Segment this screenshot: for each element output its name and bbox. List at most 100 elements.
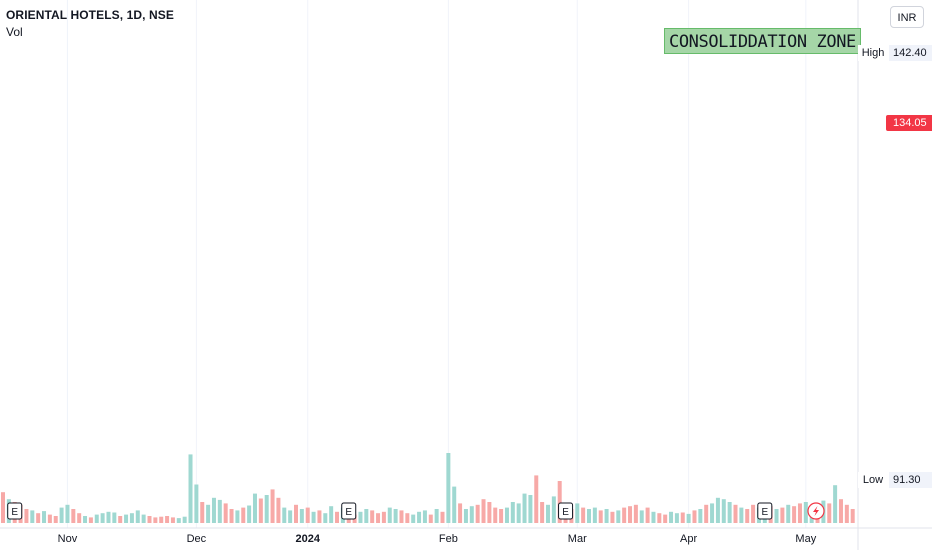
volume-bar (680, 512, 685, 523)
low-marker-value: 91.30 (889, 472, 932, 488)
volume-bar (217, 499, 222, 523)
volume-bar (206, 504, 211, 523)
volume-bar (387, 507, 392, 523)
earnings-badge-label: E (761, 507, 768, 518)
volume-bar (663, 514, 668, 523)
consolidation-zone-label[interactable]: CONSOLIDDATION ZONE (664, 28, 861, 54)
volume-bar (733, 504, 738, 523)
volume-bar (469, 506, 474, 523)
volume-bar (657, 513, 662, 523)
earnings-badge (757, 502, 773, 520)
earnings-badge (558, 502, 574, 520)
volume-bar (317, 510, 322, 523)
volume-bar (797, 503, 802, 523)
volume-bar (311, 511, 316, 523)
volume-bar (463, 509, 468, 523)
volume-bar (545, 504, 550, 523)
time-tick-label: May (795, 533, 816, 545)
volume-bar (751, 504, 756, 523)
volume-bar (551, 496, 556, 523)
volume-bar (264, 495, 269, 523)
volume-bar (335, 511, 340, 523)
volume-bar (106, 511, 111, 523)
volume-bar (540, 502, 545, 523)
last-price-tag: 134.05 (886, 115, 932, 131)
volume-bar (299, 509, 304, 523)
volume-bar (604, 509, 609, 523)
volume-bar (83, 516, 88, 523)
volume-bar (727, 502, 732, 523)
volume-bar (434, 509, 439, 523)
volume-bar (827, 503, 832, 523)
volume-bar (124, 514, 129, 523)
volume-bar (59, 507, 64, 523)
symbol-title[interactable]: ORIENTAL HOTELS, 1D, NSE (6, 8, 174, 22)
high-marker-value: 142.40 (889, 45, 932, 61)
volume-bar (592, 507, 597, 523)
volume-bar (686, 513, 691, 523)
volume-bar (65, 504, 70, 523)
currency-button[interactable]: INR (890, 6, 924, 28)
volume-bar (481, 499, 486, 523)
volume-bar (844, 504, 849, 523)
volume-bar (710, 503, 715, 523)
volume-legend-label[interactable]: Vol (6, 25, 23, 39)
volume-bar (674, 513, 679, 523)
volume-bar (247, 505, 252, 523)
volume-bar (704, 504, 709, 523)
volume-bar (516, 503, 521, 523)
volume-bar (838, 499, 843, 523)
volume-bar (36, 513, 41, 523)
volume-bar (622, 507, 627, 523)
earnings-badge-label: E (562, 507, 569, 518)
volume-bar (786, 504, 791, 523)
volume-bar (504, 507, 509, 523)
volume-bar (135, 510, 140, 523)
volume-bar (188, 454, 193, 523)
volume-bar (792, 506, 797, 523)
time-tick-label: Apr (680, 533, 697, 545)
volume-bar (165, 516, 170, 523)
volume-bar (534, 475, 539, 523)
volume-bar (294, 504, 298, 523)
high-marker-label: High (858, 45, 888, 61)
volume-bar (780, 507, 785, 523)
volume-bar (405, 513, 410, 523)
volume-bar (698, 509, 703, 523)
volume-bar (575, 503, 580, 523)
time-tick-label: Nov (58, 533, 78, 545)
volume-bar (182, 516, 187, 523)
volume-bar (94, 514, 99, 523)
volume-bar (850, 509, 855, 523)
volume-bar (381, 511, 386, 523)
volume-bar (71, 509, 76, 523)
volume-bar (452, 486, 457, 523)
volume-bar (833, 485, 838, 523)
low-marker-label: Low (858, 472, 888, 488)
volume-bar (241, 507, 246, 523)
volume-bar (422, 510, 427, 523)
volume-bar (715, 497, 720, 523)
volume-bar (417, 511, 422, 523)
volume-bar (610, 511, 615, 523)
volume-bar (557, 481, 562, 523)
volume-bar (176, 518, 181, 523)
time-tick-label: Mar (568, 533, 587, 545)
volume-bar (458, 503, 463, 523)
volume-bar (639, 510, 644, 523)
volume-bar (692, 510, 697, 523)
volume-bar (475, 504, 480, 523)
volume-bar (252, 493, 257, 523)
volume-bar (194, 484, 199, 523)
time-tick-label: 2024 (295, 533, 320, 545)
volume-bar (282, 507, 287, 523)
volume-bar (141, 514, 146, 523)
volume-bar (651, 511, 656, 523)
volume-bar (270, 489, 275, 523)
volume-bar (628, 506, 633, 523)
earnings-badge (7, 502, 23, 520)
volume-bar (223, 503, 228, 523)
volume-bar (323, 513, 328, 523)
volume-bar (370, 510, 375, 523)
